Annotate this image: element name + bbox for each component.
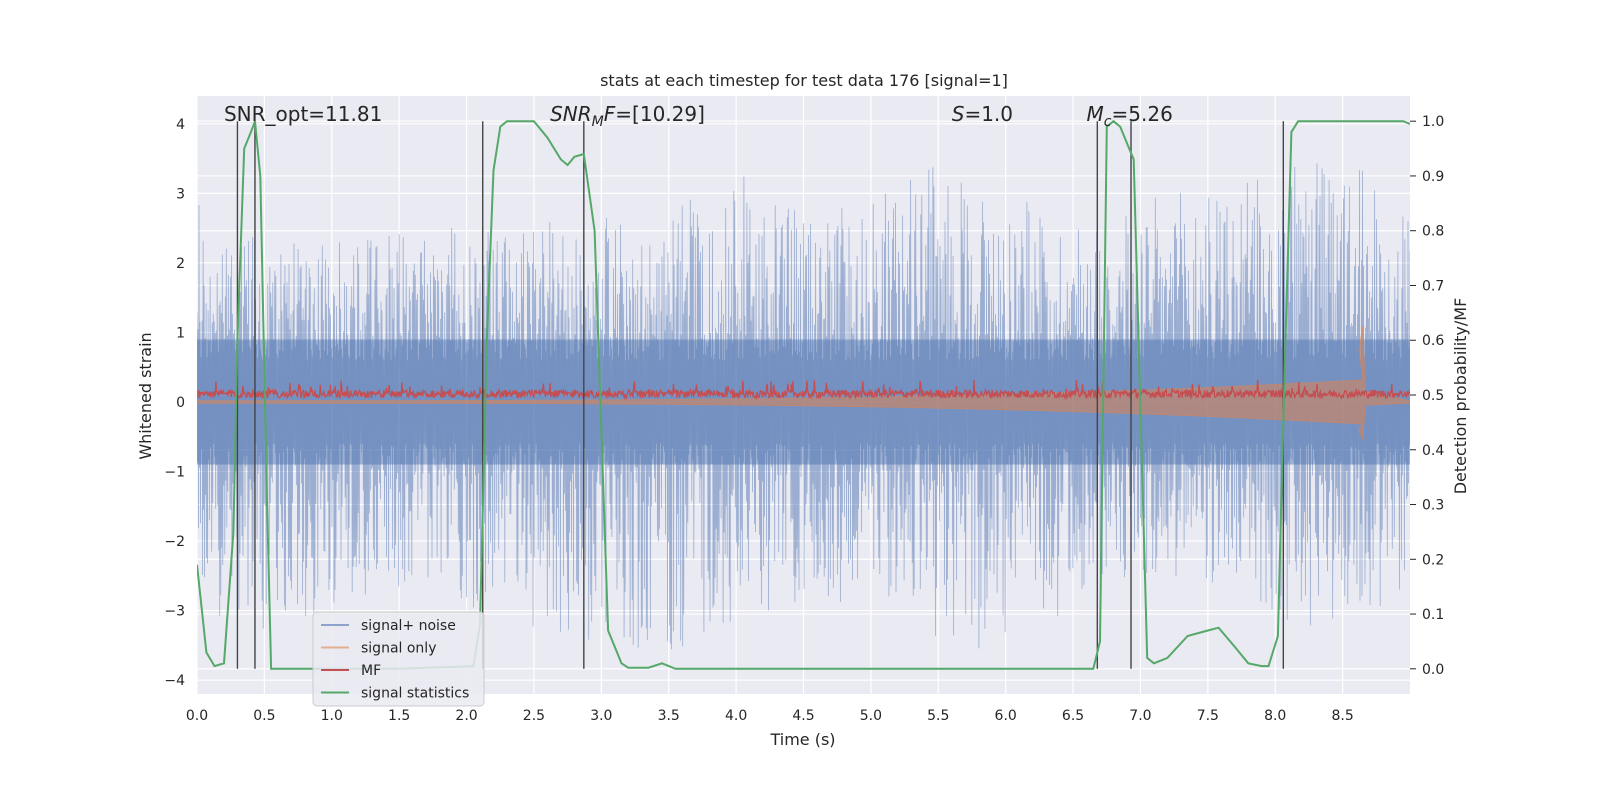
y-tick-label: 1 xyxy=(176,325,185,341)
y-ticks: 4 3 2 1 0 −1 −2 −3 −4 xyxy=(164,117,185,689)
annotation-part: =[10.29] xyxy=(615,102,705,126)
x-tick-label: 1.0 xyxy=(321,708,343,724)
annotation-part: =1.0 xyxy=(964,102,1013,126)
y-tick-label: −3 xyxy=(164,604,185,620)
annotation-part: M xyxy=(1087,102,1104,126)
y-tick-label: 0 xyxy=(176,395,185,411)
y-tick-label: −4 xyxy=(164,673,185,689)
y2-tick-label: 0.1 xyxy=(1422,607,1444,623)
legend-label: signal statistics xyxy=(361,686,469,702)
y2-axis-title: Detection probability/MF xyxy=(1451,298,1470,495)
y2-tick-label: 0.7 xyxy=(1422,278,1444,294)
x-tick-label: 7.5 xyxy=(1197,708,1219,724)
x-tick-label: 5.0 xyxy=(860,708,882,724)
y2-tick-label: 0.5 xyxy=(1422,388,1444,404)
x-tick-label: 8.5 xyxy=(1331,708,1353,724)
y2-tick-label: 0.4 xyxy=(1422,443,1444,459)
x-tick-label: 1.5 xyxy=(388,708,410,724)
y2-tick-label: 0.3 xyxy=(1422,498,1444,514)
y-tick-label: 3 xyxy=(176,186,185,202)
annotation-part: S xyxy=(952,102,965,126)
annotation-part: SNR xyxy=(550,102,592,126)
x-tick-label: 2.5 xyxy=(523,708,545,724)
annotation-part: F xyxy=(604,102,616,126)
annotation-subscript: M xyxy=(592,114,604,130)
annotation-part: =5.26 xyxy=(1112,102,1173,126)
legend-label: signal+ noise xyxy=(361,618,456,634)
series-mf xyxy=(197,379,1410,401)
chart-title: stats at each timestep for test data 176… xyxy=(600,71,1008,90)
x-tick-label: 8.0 xyxy=(1264,708,1286,724)
x-tick-label: 4.5 xyxy=(792,708,814,724)
y2-tick-label: 0.6 xyxy=(1422,333,1444,349)
annotation-snr-opt: SNR_opt=11.81 xyxy=(224,102,382,126)
mf-line xyxy=(197,379,1410,401)
y-tick-label: −2 xyxy=(164,534,185,550)
y-tick-label: 2 xyxy=(176,256,185,272)
x-tick-label: 4.0 xyxy=(725,708,747,724)
series-signal-only xyxy=(197,325,1410,441)
y2-tick-label: 0.9 xyxy=(1422,169,1444,185)
legend-label: MF xyxy=(361,663,381,679)
signal-only-band xyxy=(197,325,1410,441)
y-axis-title: Whitened strain xyxy=(136,332,155,459)
signal-noise-line xyxy=(197,163,1410,650)
x-ticks: 0.0 0.5 1.0 1.5 2.0 2.5 3.0 3.5 4.0 4.5 5.0 5.5 6.0 6… xyxy=(186,708,1354,724)
x-axis-title: Time (s) xyxy=(769,730,835,749)
x-tick-label: 6.5 xyxy=(1062,708,1084,724)
y-tick-label: −1 xyxy=(164,464,185,480)
y2-ticks: 1.0 0.9 0.8 0.7 0.6 0.5 0.4 0.3 0.2 0.1 0.0 xyxy=(1410,114,1444,678)
annotation-s-value: S=1.0 xyxy=(952,102,1013,126)
series-signal-statistics xyxy=(197,119,1410,670)
legend-box xyxy=(312,611,485,707)
x-tick-label: 2.0 xyxy=(455,708,477,724)
annotation-snr-mf: SNRMF=[10.29] xyxy=(550,102,705,130)
y2-tick-label: 0.2 xyxy=(1422,552,1444,568)
annotation-mc-value: Mc=5.26 xyxy=(1087,102,1173,130)
y2-tick-label: 1.0 xyxy=(1422,114,1444,130)
x-tick-label: 7.0 xyxy=(1129,708,1151,724)
x-tick-label: 0.0 xyxy=(186,708,208,724)
legend: signal+ noise signal only MF signal statist… xyxy=(312,611,485,707)
x-tick-label: 5.5 xyxy=(927,708,949,724)
x-tick-label: 3.0 xyxy=(590,708,612,724)
annotations: SNR_opt=11.81 SNRMF=[10.29] S=1.0 Mc=5.26 xyxy=(224,102,1173,130)
y2-tick-label: 0.8 xyxy=(1422,224,1444,240)
legend-label: signal only xyxy=(361,641,436,657)
signal-statistics-line xyxy=(197,119,1410,670)
x-tick-label: 6.0 xyxy=(995,708,1017,724)
y2-tick-label: 0.0 xyxy=(1422,662,1444,678)
data-layer xyxy=(197,119,1410,670)
annotation-subscript: c xyxy=(1104,114,1112,130)
y-tick-label: 4 xyxy=(176,117,185,133)
x-tick-label: 0.5 xyxy=(253,708,275,724)
x-tick-label: 3.5 xyxy=(658,708,680,724)
